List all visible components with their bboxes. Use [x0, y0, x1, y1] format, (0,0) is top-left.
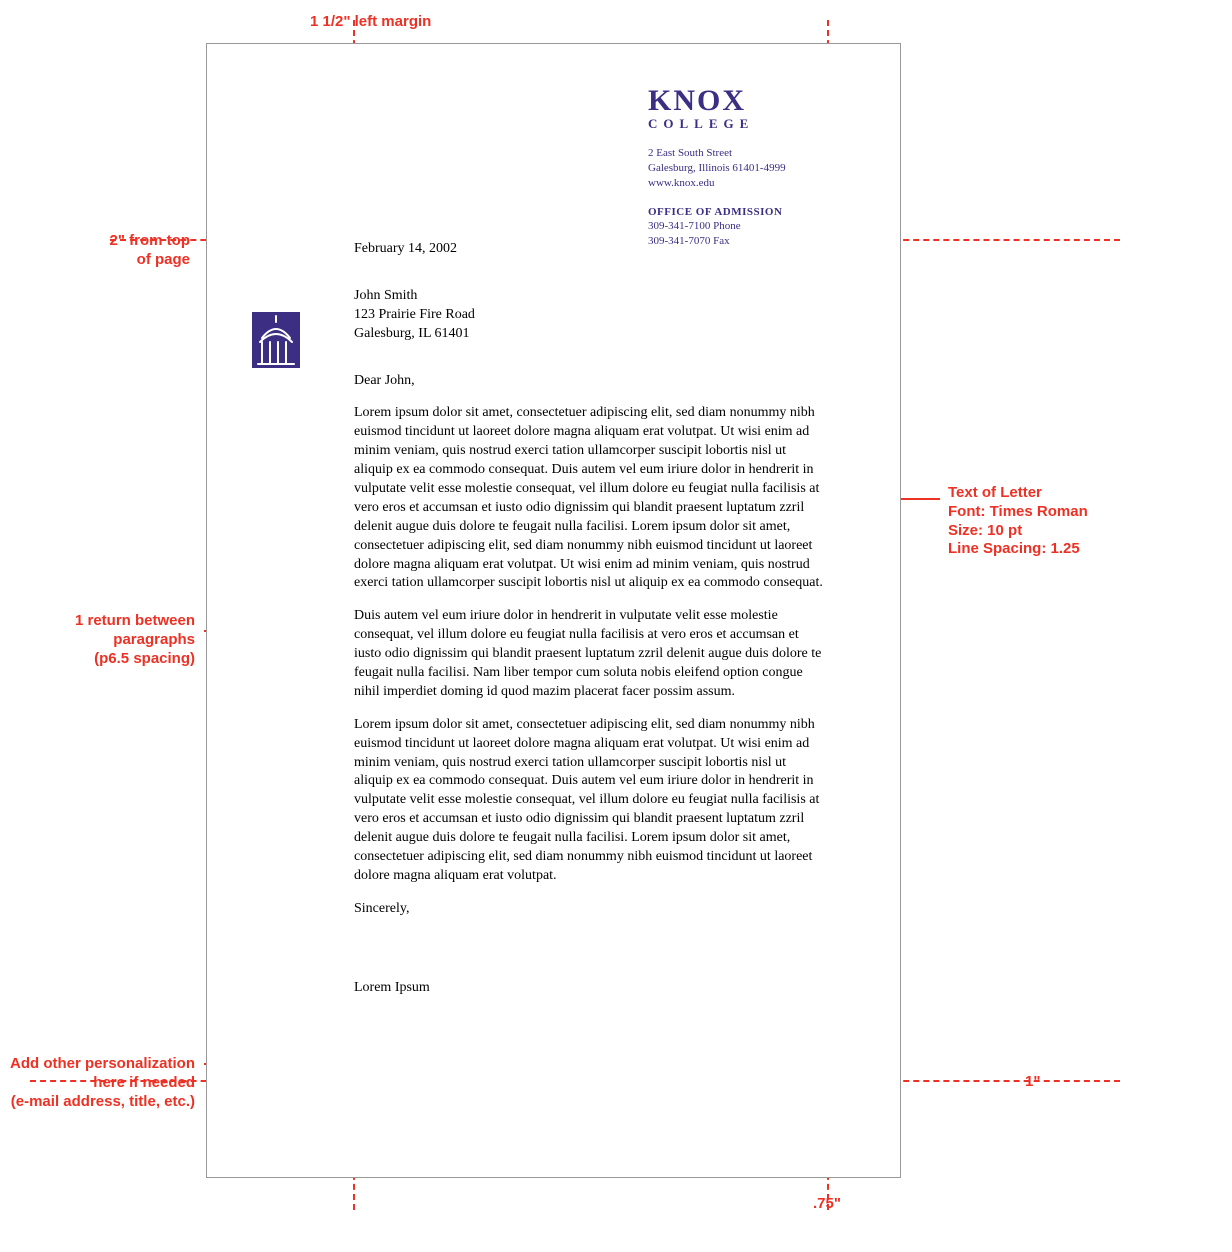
addr-line1: 2 East South Street — [648, 146, 828, 161]
cupola-icon — [252, 312, 300, 368]
recipient-street: 123 Prairie Fire Road — [354, 306, 826, 325]
letter-body: February 14, 2002 John Smith 123 Prairie… — [354, 240, 826, 1079]
anno-text-spec: Text of Letter Font: Times Roman Size: 1… — [948, 484, 1088, 559]
anno-left-margin: 1 1/2" left margin — [310, 13, 431, 32]
paragraph-3: Lorem ipsum dolor sit amet, consectetuer… — [354, 716, 826, 886]
signature-gap — [354, 919, 826, 979]
letterhead: KNOX COLLEGE 2 East South Street Galesbu… — [648, 84, 828, 249]
paragraph-1: Lorem ipsum dolor sit amet, consectetuer… — [354, 404, 826, 593]
anno-from-top: 2" from top of page — [80, 232, 190, 270]
spacing-after-date — [354, 259, 826, 287]
signature: Lorem Ipsum — [354, 979, 826, 998]
anno-bottom-margin-label: 1" — [1025, 1073, 1040, 1092]
letter-date: February 14, 2002 — [354, 240, 826, 259]
addr-line2: Galesburg, Illinois 61401-4999 — [648, 161, 828, 176]
addr-line3: www.knox.edu — [648, 176, 828, 191]
letter-page: KNOX COLLEGE 2 East South Street Galesbu… — [206, 43, 901, 1178]
office-title: OFFICE OF ADMISSION — [648, 205, 828, 220]
logo-main: KNOX — [648, 84, 828, 118]
spacing-after-recipient — [354, 344, 826, 372]
recipient-name: John Smith — [354, 287, 826, 306]
logo-sub: COLLEGE — [648, 116, 828, 132]
anno-para-spacing: 1 return between paragraphs (p6.5 spacin… — [60, 612, 195, 668]
salutation: Dear John, — [354, 372, 826, 391]
office-phone: 309-341-7100 Phone — [648, 219, 828, 234]
anno-right-margin-label: .75" — [813, 1195, 841, 1214]
letterhead-address: 2 East South Street Galesburg, Illinois … — [648, 146, 828, 191]
paragraph-2: Duis autem vel eum iriure dolor in hendr… — [354, 607, 826, 701]
recipient-city: Galesburg, IL 61401 — [354, 325, 826, 344]
closing: Sincerely, — [354, 900, 826, 919]
anno-personalization: Add other personalization here if needed… — [10, 1055, 195, 1111]
